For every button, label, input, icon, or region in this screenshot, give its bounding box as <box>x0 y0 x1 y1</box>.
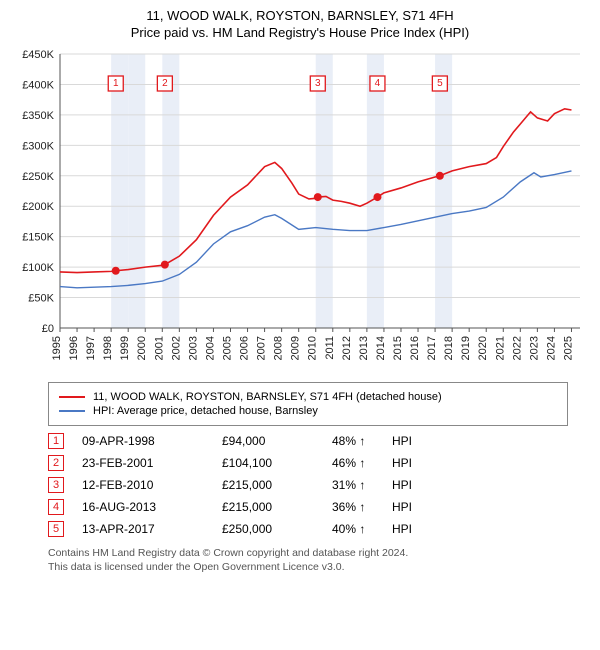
legend-item: 11, WOOD WALK, ROYSTON, BARNSLEY, S71 4F… <box>59 391 557 403</box>
svg-text:2001: 2001 <box>153 336 165 360</box>
svg-text:£150K: £150K <box>22 232 54 244</box>
sale-marker: 2 <box>48 455 64 471</box>
sale-marker: 1 <box>48 433 64 449</box>
sale-pct: 48% ↑ <box>332 434 392 448</box>
svg-text:£100K: £100K <box>22 262 54 274</box>
svg-text:£250K: £250K <box>22 171 54 183</box>
sale-row: 2 23-FEB-2001£104,10046% ↑HPI <box>48 452 568 474</box>
svg-text:2022: 2022 <box>511 336 523 360</box>
sale-date: 12-FEB-2010 <box>82 478 222 492</box>
sale-date: 09-APR-1998 <box>82 434 222 448</box>
sale-row: 1 09-APR-1998£94,00048% ↑HPI <box>48 430 568 452</box>
svg-text:£400K: £400K <box>22 79 54 91</box>
svg-text:2021: 2021 <box>494 336 506 360</box>
svg-text:2017: 2017 <box>426 336 438 360</box>
sale-vs-hpi: HPI <box>392 434 452 448</box>
legend-swatch <box>59 410 85 412</box>
svg-text:1999: 1999 <box>119 336 131 360</box>
legend-swatch <box>59 396 85 398</box>
footer-line-1: Contains HM Land Registry data © Crown c… <box>48 546 588 560</box>
svg-text:2011: 2011 <box>324 336 336 360</box>
sale-vs-hpi: HPI <box>392 500 452 514</box>
footer-attribution: Contains HM Land Registry data © Crown c… <box>48 546 588 574</box>
svg-text:5: 5 <box>437 78 443 89</box>
svg-text:1997: 1997 <box>85 336 97 360</box>
sale-pct: 31% ↑ <box>332 478 392 492</box>
sale-price: £94,000 <box>222 434 332 448</box>
sale-price: £250,000 <box>222 522 332 536</box>
svg-text:2003: 2003 <box>187 336 199 360</box>
sale-row: 4 16-AUG-2013£215,00036% ↑HPI <box>48 496 568 518</box>
svg-text:2000: 2000 <box>136 336 148 360</box>
svg-text:3: 3 <box>315 78 321 89</box>
sale-pct: 36% ↑ <box>332 500 392 514</box>
svg-text:2007: 2007 <box>256 336 268 360</box>
svg-text:2020: 2020 <box>477 336 489 360</box>
chart-title-address: 11, WOOD WALK, ROYSTON, BARNSLEY, S71 4F… <box>8 8 592 23</box>
svg-text:1996: 1996 <box>68 336 80 360</box>
svg-text:2023: 2023 <box>528 336 540 360</box>
sale-date: 13-APR-2017 <box>82 522 222 536</box>
legend-item: HPI: Average price, detached house, Barn… <box>59 405 557 417</box>
sale-vs-hpi: HPI <box>392 478 452 492</box>
svg-text:1995: 1995 <box>51 336 63 360</box>
sale-vs-hpi: HPI <box>392 522 452 536</box>
sale-pct: 46% ↑ <box>332 456 392 470</box>
svg-text:1: 1 <box>113 78 119 89</box>
svg-text:£300K: £300K <box>22 140 54 152</box>
sale-row: 5 13-APR-2017£250,00040% ↑HPI <box>48 518 568 540</box>
svg-text:£0: £0 <box>42 323 54 335</box>
svg-text:2013: 2013 <box>358 336 370 360</box>
svg-text:£350K: £350K <box>22 110 54 122</box>
legend-label: HPI: Average price, detached house, Barn… <box>93 405 318 417</box>
svg-text:2016: 2016 <box>409 336 421 360</box>
sale-price: £215,000 <box>222 478 332 492</box>
sale-marker: 3 <box>48 477 64 493</box>
sale-row: 3 12-FEB-2010£215,00031% ↑HPI <box>48 474 568 496</box>
legend-label: 11, WOOD WALK, ROYSTON, BARNSLEY, S71 4F… <box>93 391 442 403</box>
svg-text:2018: 2018 <box>443 336 455 360</box>
sale-price: £104,100 <box>222 456 332 470</box>
svg-text:2010: 2010 <box>307 336 319 360</box>
svg-text:2015: 2015 <box>392 336 404 360</box>
footer-line-2: This data is licensed under the Open Gov… <box>48 560 588 574</box>
svg-text:1998: 1998 <box>102 336 114 360</box>
price-chart: £0 £50K £100K £150K £200K £250K £300K £350K £400… <box>8 46 592 376</box>
svg-text:2: 2 <box>162 78 168 89</box>
svg-text:2009: 2009 <box>290 336 302 360</box>
svg-text:£450K: £450K <box>22 49 54 61</box>
sale-marker: 5 <box>48 521 64 537</box>
svg-text:2025: 2025 <box>562 336 574 360</box>
sale-marker: 4 <box>48 499 64 515</box>
sale-price: £215,000 <box>222 500 332 514</box>
sale-vs-hpi: HPI <box>392 456 452 470</box>
svg-text:£50K: £50K <box>28 293 54 305</box>
svg-text:2008: 2008 <box>273 336 285 360</box>
svg-text:£200K: £200K <box>22 201 54 213</box>
svg-text:2012: 2012 <box>341 336 353 360</box>
sale-pct: 40% ↑ <box>332 522 392 536</box>
sales-table: 109-APR-1998£94,00048% ↑HPI223-FEB-2001£… <box>48 430 568 540</box>
svg-text:2024: 2024 <box>545 336 557 360</box>
svg-text:2019: 2019 <box>460 336 472 360</box>
sale-date: 16-AUG-2013 <box>82 500 222 514</box>
sale-date: 23-FEB-2001 <box>82 456 222 470</box>
svg-text:2002: 2002 <box>170 336 182 360</box>
legend: 11, WOOD WALK, ROYSTON, BARNSLEY, S71 4F… <box>48 382 568 426</box>
chart-title-sub: Price paid vs. HM Land Registry's House … <box>8 25 592 40</box>
svg-text:2006: 2006 <box>239 336 251 360</box>
svg-text:2004: 2004 <box>204 336 216 360</box>
svg-text:2014: 2014 <box>375 336 387 360</box>
svg-text:2005: 2005 <box>221 336 233 360</box>
svg-text:4: 4 <box>375 78 381 89</box>
